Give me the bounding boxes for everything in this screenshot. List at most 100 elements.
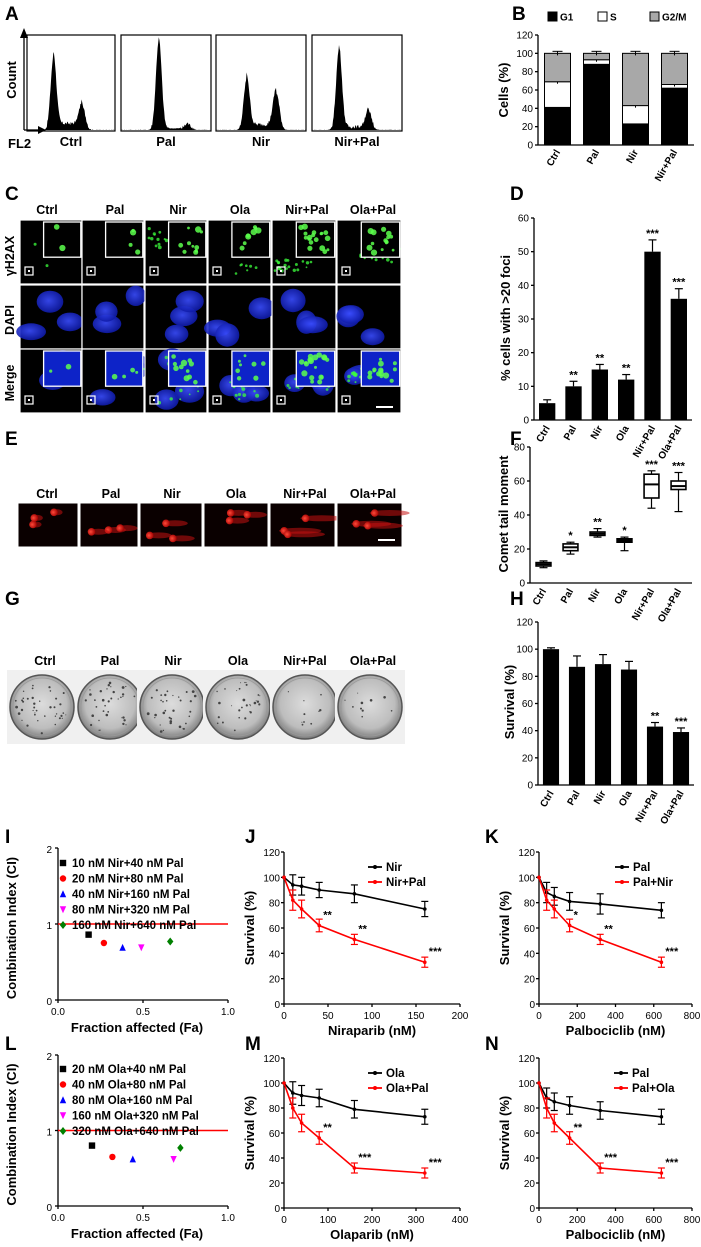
x-tick-label: Nir [589,424,606,442]
colony [361,709,364,712]
significance-stars: *** [665,946,679,958]
colony [189,700,192,703]
colony [216,690,218,693]
inset-focus [378,357,383,361]
inset-focus [308,240,314,245]
significance-stars: ** [358,923,367,935]
legend-marker [619,1071,623,1075]
data-point [299,884,304,888]
inset-focus [382,372,390,379]
focus-dot [325,388,329,391]
chart-b: 0 20 40 60 80 100 120 Cells (%) Ctrl Pal Nir Nir+Pa… [496,11,694,184]
significance-stars: *** [645,459,659,471]
data-point [317,923,322,928]
colony [352,706,354,708]
y-axis-label: % cells with >20 foci [498,255,513,381]
focus-dot [147,227,151,231]
legend-label: Ola [386,1068,405,1080]
inset-focus [135,370,139,374]
focus-dot [253,390,256,393]
comet-tile [203,502,269,548]
panel-e-comet-images [17,502,410,548]
significance-stars: ** [622,363,631,375]
colony [108,681,112,685]
focus-dot [283,263,287,267]
significance-stars: *** [358,1152,372,1164]
bar [618,379,635,420]
inset-focus [385,240,389,244]
y-tick-label: 60 [514,477,526,488]
colony [21,719,23,722]
x-tick-label: 0.5 [136,1007,150,1018]
colony [224,688,226,690]
comet-head [364,521,372,530]
colony [59,703,62,706]
y-tick-label: 60 [522,86,534,97]
culture-dish [139,674,205,740]
colony [250,705,252,707]
legend-label: G1 [560,13,574,24]
colony [303,700,305,702]
roi-dot [153,399,155,401]
y-tick-label: 0 [274,1204,280,1215]
inset-focus [187,226,190,230]
colony [170,717,173,720]
panel-letter-c: C [5,184,19,205]
x-tick-label: Nir+Pal [630,587,657,623]
panel-g-label-nirpal: Nir+Pal [283,654,326,668]
panel-e-label-nirpal: Nir+Pal [283,487,326,501]
bar [565,386,582,420]
x-tick-label: 0 [281,1215,287,1226]
y-axis-label: Combination Index (CI) [4,1063,19,1205]
comet-head [116,524,124,532]
bar [568,666,586,785]
roi-dot [90,270,92,272]
y-tick-label: 80 [524,899,536,910]
ci-point [170,1155,177,1163]
comet-head [243,511,252,519]
ci-point [100,939,108,947]
histogram-trace [312,45,402,130]
data-point [537,875,541,880]
focus-dot [154,244,158,248]
panel-a-label-nirpal: Nir+Pal [334,134,379,149]
y-axis-label: Survival (%) [497,891,512,965]
inset-focus [298,224,304,231]
panel-e-label-nir: Nir [163,487,181,501]
y-tick-label: 0 [523,416,529,427]
data-point [299,1121,304,1125]
x-tick-label: Nir+Pal [631,424,658,460]
inset-focus [193,249,199,255]
ci-point [88,1142,96,1149]
focus-dot [347,374,351,379]
colony [55,713,58,715]
colony [255,700,257,702]
significance-stars: ** [574,1122,583,1134]
colony [105,713,109,717]
inset-focus [171,354,176,359]
colony [160,699,162,702]
panel-letter-i: I [5,827,10,848]
focus-dot [296,268,300,272]
inset-focus [324,235,331,242]
roi-box [212,266,222,276]
colony [95,706,98,708]
culture-dish [9,674,75,740]
inset-focus [325,357,330,362]
roi-dot [90,399,92,401]
stacked-bar-segment [583,63,610,146]
x-tick-label: 0.5 [136,1213,150,1224]
inset-focus [199,230,203,234]
y-tick-label: 0 [527,141,533,152]
inset-focus [380,248,384,252]
colony [169,721,172,725]
colony [249,711,251,713]
colony [241,706,243,709]
histogram-trace [216,72,306,130]
focus-dot [284,258,288,262]
panel-e-label-pal: Pal [102,487,121,501]
inset-focus [367,228,374,235]
focus-dot [273,269,277,272]
inset-focus [194,245,200,250]
